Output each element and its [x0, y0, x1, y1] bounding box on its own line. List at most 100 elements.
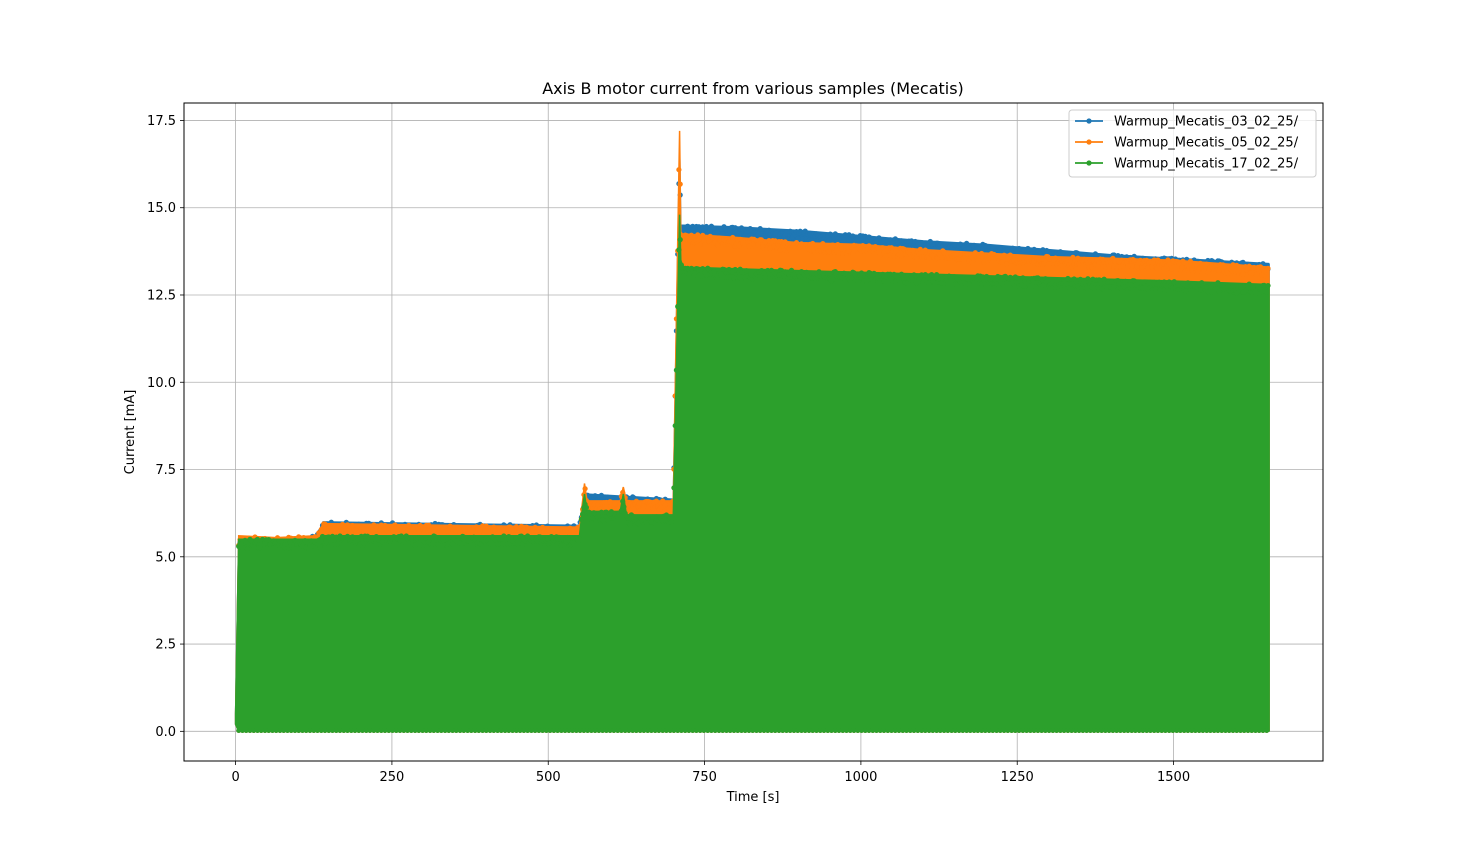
series-point: [453, 728, 459, 733]
series-point: [547, 728, 553, 733]
series-point: [1004, 247, 1010, 253]
x-tick-label: 1000: [844, 770, 877, 785]
series-point: [598, 492, 605, 498]
series-point: [373, 523, 379, 530]
series-point: [559, 728, 564, 733]
series-point: [891, 271, 897, 277]
series-point: [841, 237, 847, 243]
series-point: [577, 728, 583, 733]
series-point: [618, 508, 625, 514]
series-point: [1121, 728, 1127, 733]
series-point: [617, 513, 623, 519]
series-point: [251, 728, 257, 733]
series-point: [847, 728, 853, 733]
series-point: [408, 536, 414, 542]
legend-marker: [1086, 160, 1092, 166]
series-point: [750, 728, 756, 733]
series-point: [495, 728, 500, 733]
series-point: [423, 728, 429, 733]
series-point: [375, 728, 380, 733]
series-point: [1069, 728, 1074, 733]
series-point: [732, 266, 738, 273]
series-point: [949, 728, 954, 733]
legend-entry: Warmup_Mecatis_17_02_25/: [1075, 157, 1299, 172]
series-point: [896, 728, 902, 733]
series-point: [677, 237, 683, 243]
y-tick-label: 12.5: [147, 288, 176, 303]
series-point: [870, 728, 876, 733]
series-point: [754, 728, 759, 733]
series-point: [915, 728, 921, 733]
series-point: [829, 728, 834, 733]
series-point: [892, 728, 898, 733]
series-point: [1187, 258, 1193, 264]
series-point: [491, 728, 497, 733]
series-point: [561, 542, 567, 549]
series-point: [877, 728, 883, 733]
series-point: [671, 728, 677, 733]
series-point: [517, 728, 523, 733]
series-point: [427, 728, 433, 733]
series-point: [1174, 728, 1180, 733]
series-point: [300, 728, 305, 733]
series-point: [882, 279, 888, 285]
series-point: [1101, 276, 1107, 282]
series-point: [367, 728, 373, 733]
series-point: [605, 494, 611, 500]
series-point: [510, 728, 515, 733]
series-point: [964, 728, 969, 733]
series-point: [1216, 267, 1222, 273]
series-point: [737, 266, 743, 272]
series-point: [922, 247, 928, 253]
series-point: [649, 728, 654, 733]
series-point: [577, 536, 583, 543]
series-point: [887, 271, 893, 277]
series-point: [620, 489, 626, 496]
series-point: [840, 728, 846, 733]
series-point: [897, 280, 903, 286]
series-point: [769, 728, 774, 733]
series-point: [612, 501, 618, 507]
series-point: [941, 249, 947, 255]
series-point: [939, 254, 945, 261]
legend-marker: [1086, 118, 1092, 124]
series-point: [855, 278, 861, 285]
series-point: [891, 253, 897, 259]
series-point: [1170, 728, 1176, 733]
series-point: [243, 728, 249, 733]
series-point: [1065, 728, 1071, 733]
series-point: [930, 728, 936, 733]
series-point: [1208, 728, 1213, 733]
series-point: [927, 238, 933, 245]
series-point: [703, 223, 710, 230]
series-point: [1114, 728, 1119, 733]
series-point: [1181, 728, 1187, 733]
series-point: [937, 728, 943, 733]
series-point: [551, 728, 557, 733]
y-tick-label: 5.0: [155, 550, 176, 565]
series-point: [960, 728, 966, 733]
series-point: [264, 545, 271, 551]
legend: Warmup_Mecatis_03_02_25/Warmup_Mecatis_0…: [1068, 109, 1317, 178]
series-point: [757, 226, 763, 232]
series-point: [450, 728, 455, 733]
series-point: [921, 241, 927, 247]
series-point: [1054, 728, 1059, 733]
series-point: [604, 728, 609, 733]
series-point: [386, 728, 392, 733]
series-point: [736, 243, 742, 249]
series-point: [1220, 262, 1226, 268]
series-point: [605, 517, 611, 523]
series-point: [1032, 284, 1038, 290]
series-point: [911, 272, 917, 278]
legend-label: Warmup_Mecatis_05_02_25/: [1114, 136, 1299, 151]
series-point: [1140, 728, 1146, 733]
series-point: [1151, 257, 1157, 263]
series-point: [907, 728, 913, 733]
series-point: [929, 272, 935, 278]
series-point: [975, 728, 981, 733]
series-point: [330, 728, 335, 733]
series-point: [697, 728, 703, 733]
series-point: [1260, 728, 1266, 733]
series-point: [862, 728, 868, 733]
